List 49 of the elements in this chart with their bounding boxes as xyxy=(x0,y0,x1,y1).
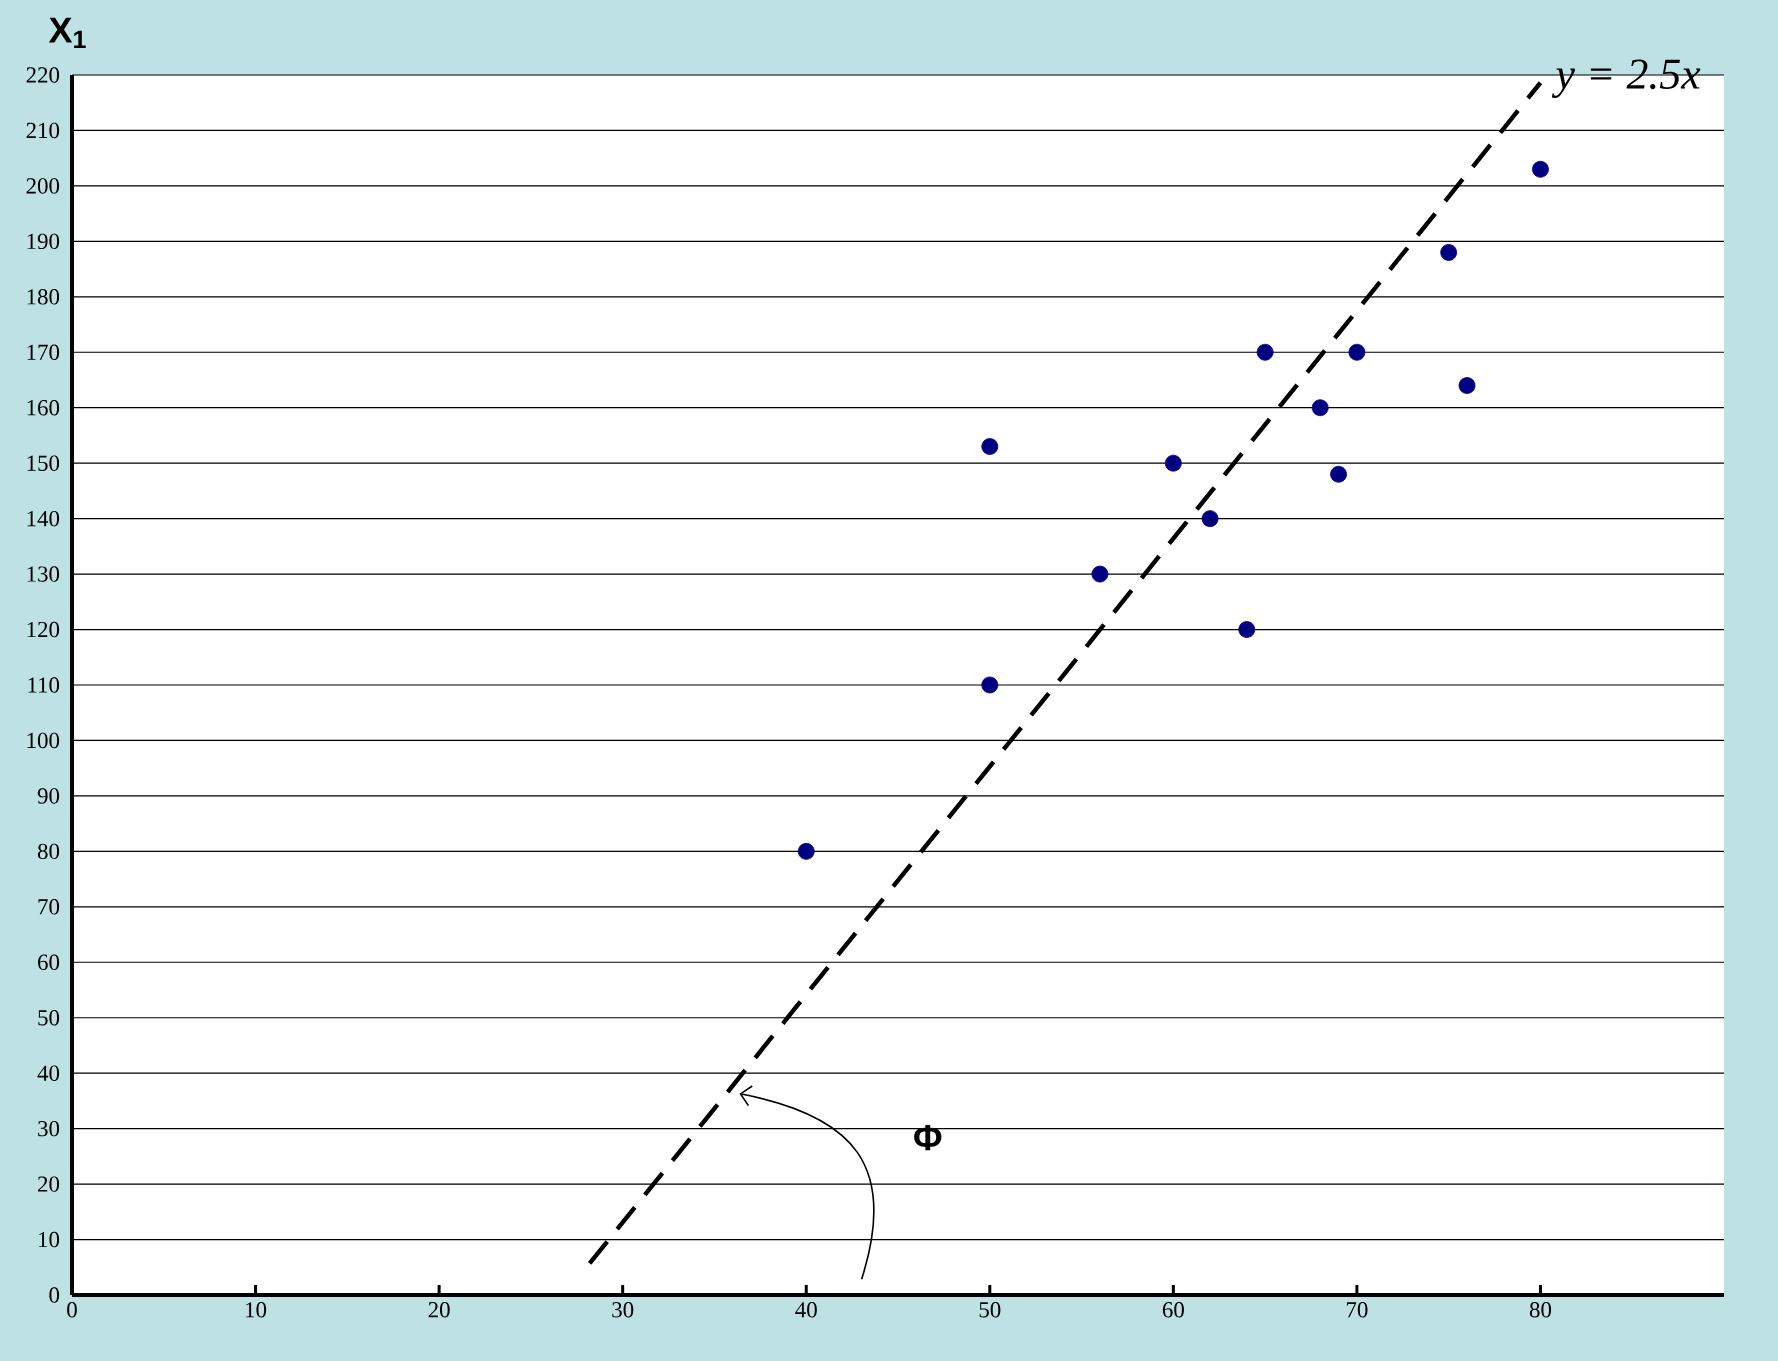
x-tick-label: 30 xyxy=(612,1302,634,1318)
point xyxy=(1256,343,1274,361)
y-tick-label: 130 xyxy=(27,566,60,582)
y-tick-label: 210 xyxy=(26,122,60,139)
y-tick-label: 120 xyxy=(27,621,60,638)
x-tick-label: 0 xyxy=(67,1302,77,1318)
y-tick-label: 60 xyxy=(38,954,60,970)
point xyxy=(1238,621,1256,638)
point xyxy=(981,438,999,455)
y-tick-label: 180 xyxy=(27,289,60,305)
x-tick-label: 70 xyxy=(1346,1302,1368,1318)
y-tick-label: 50 xyxy=(38,1010,60,1026)
y-axis-title: X$_{1}$ xyxy=(48,17,86,48)
point xyxy=(1330,465,1347,483)
y-tick-label: 170 xyxy=(27,344,60,360)
x-tick-label: 20 xyxy=(428,1302,450,1318)
y-tick-label: 10 xyxy=(39,1231,60,1248)
y-tick-label: 150 xyxy=(27,455,60,471)
x-tick-label: 40 xyxy=(795,1302,817,1318)
y-tick-label: 70 xyxy=(38,899,60,915)
y-tick-label: 90 xyxy=(37,788,60,804)
y-tick-label: 140 xyxy=(27,510,60,527)
point xyxy=(797,842,815,860)
y-tick-label: 100 xyxy=(27,732,60,749)
point xyxy=(1440,244,1458,261)
annotation: Φ xyxy=(914,1125,942,1151)
y-tick-label: 220 xyxy=(26,67,60,83)
point xyxy=(981,676,999,694)
point xyxy=(1532,160,1549,178)
y-tick-label: 190 xyxy=(27,233,60,250)
y-tick-label: 160 xyxy=(27,400,60,416)
point xyxy=(1348,343,1366,361)
y-tick-label: 110 xyxy=(28,677,60,693)
x-tick-label: 50 xyxy=(979,1302,1001,1318)
point xyxy=(1164,454,1182,472)
y-tick-label: 30 xyxy=(38,1120,60,1137)
x-tick-label: 80 xyxy=(1529,1302,1552,1318)
y-tick-label: 200 xyxy=(26,178,60,194)
series-label: y = 2.5x xyxy=(1551,59,1701,98)
x-tick-label: 10 xyxy=(246,1302,267,1318)
point xyxy=(1311,399,1329,417)
point xyxy=(1201,510,1219,528)
y-tick-label: 20 xyxy=(38,1176,60,1192)
y-tick-label: 40 xyxy=(37,1065,60,1081)
point xyxy=(1458,377,1476,394)
y-tick-label: 0 xyxy=(49,1287,60,1303)
x-tick-label: 60 xyxy=(1162,1302,1184,1318)
point xyxy=(1091,565,1109,583)
y-tick-label: 80 xyxy=(37,843,60,860)
